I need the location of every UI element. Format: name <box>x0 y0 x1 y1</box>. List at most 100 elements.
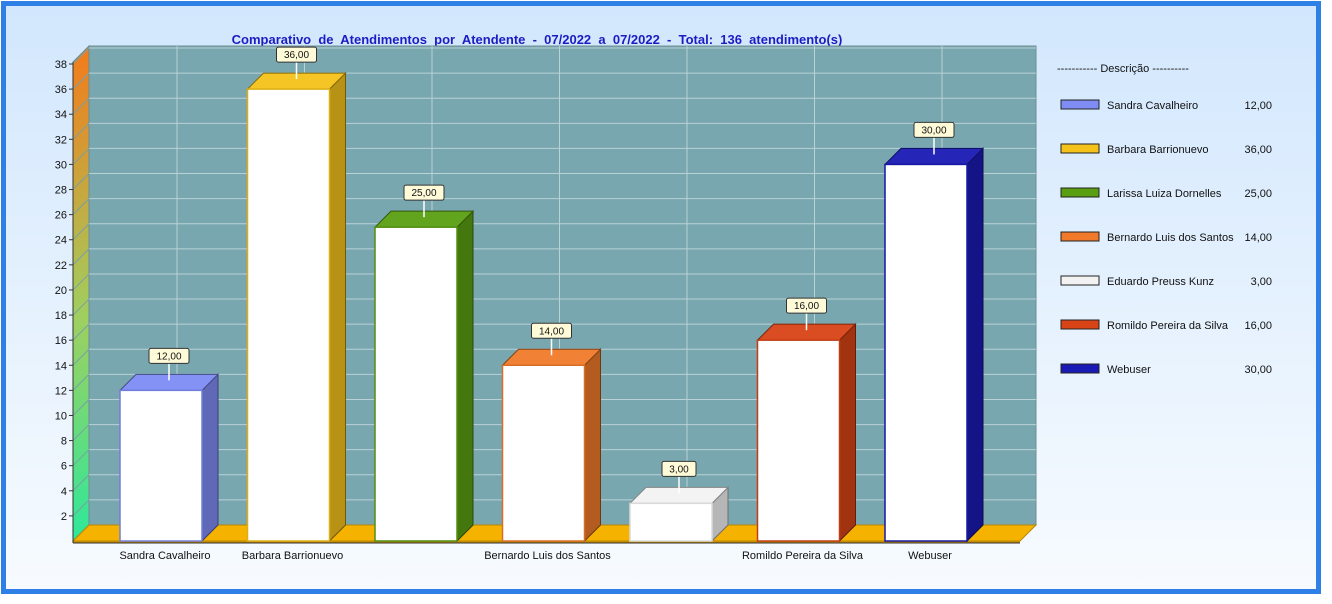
y-tick-label: 2 <box>61 511 67 523</box>
legend-label: Romildo Pereira da Silva <box>1107 320 1229 332</box>
y-tick-label: 12 <box>55 385 67 397</box>
legend-value: 25,00 <box>1244 188 1272 200</box>
legend-value: 12,00 <box>1244 100 1272 112</box>
gridline-side <box>72 449 90 467</box>
gridline-side <box>72 47 90 65</box>
x-tick-label: Webuser <box>908 550 952 562</box>
gridline-side <box>72 374 90 391</box>
data-label-box <box>661 460 697 477</box>
gridline-side <box>72 248 90 266</box>
bar-romildo-pereira-da-silva: 16,00 <box>756 297 857 543</box>
y-tick-label: 32 <box>55 134 67 146</box>
gridline-side <box>72 474 90 492</box>
bar-eduardo-preuss-kunz: 3,00 <box>628 460 730 543</box>
x-tick-label: Romildo Pereira da Silva <box>742 550 864 562</box>
legend-value: 16,00 <box>1244 320 1272 332</box>
y-tick-label: 20 <box>55 285 67 297</box>
x-tick-label: Sandra Cavalheiro <box>119 550 210 562</box>
y-tick-label: 22 <box>55 260 67 272</box>
data-label: 25,00 <box>411 188 436 199</box>
gridline-side <box>72 323 90 341</box>
bar-side <box>329 71 346 543</box>
floor-front-edge <box>73 541 1020 543</box>
y-tick-label: 10 <box>55 410 67 422</box>
bar-front <box>119 389 203 542</box>
plot-left-wall <box>72 44 90 543</box>
bar-bernardo-luis-dos-santos: 14,00 <box>501 322 602 543</box>
y-tick-label: 24 <box>55 235 67 247</box>
y-tick-label: 18 <box>55 310 67 322</box>
legend-value: 3,00 <box>1251 276 1272 288</box>
legend-value: 14,00 <box>1244 232 1272 244</box>
y-tick-label: 30 <box>55 159 67 171</box>
bar-front <box>756 339 841 542</box>
gridline-side <box>72 72 90 90</box>
y-tick-label: 16 <box>55 335 67 347</box>
data-label: 12,00 <box>156 351 181 362</box>
data-label: 36,00 <box>284 50 309 61</box>
legend-label: Eduardo Preuss Kunz <box>1107 276 1214 288</box>
legend-label: Barbara Barrionuevo <box>1107 144 1209 156</box>
legend-swatch <box>1060 187 1100 198</box>
bar-front <box>374 226 458 542</box>
legend-swatch <box>1060 231 1100 242</box>
y-tick-label: 38 <box>55 59 67 71</box>
data-label-box <box>276 46 317 63</box>
x-tick-label: Barbara Barrionuevo <box>242 550 344 562</box>
gridline-side <box>72 198 90 215</box>
bar-larissa-luiza-dornelles: 25,00 <box>373 184 475 543</box>
legend-header: ----------- Descrição ---------- <box>1057 63 1189 75</box>
chart-frame: Comparativo de Atendimentos por Atendent… <box>1 1 1321 594</box>
gridline-side <box>72 298 90 316</box>
bar-front <box>884 163 968 542</box>
bar-side <box>839 322 856 543</box>
legend-label: Larissa Luiza Dornelles <box>1107 188 1222 200</box>
gridline-side <box>72 223 90 241</box>
y-tick-label: 34 <box>55 109 67 121</box>
bar-front <box>501 364 586 542</box>
y-tick-label: 36 <box>55 84 67 96</box>
bar-side <box>584 348 601 543</box>
legend-value: 36,00 <box>1244 144 1272 156</box>
bar-front <box>629 502 713 542</box>
bar-sandra-cavalheiro: 12,00 <box>118 347 220 543</box>
bar-side <box>201 373 219 543</box>
y-tick-label: 6 <box>61 461 67 473</box>
y-tick-label: 26 <box>55 210 67 222</box>
bar-webuser: 30,00 <box>883 121 985 543</box>
legend-label: Bernardo Luis dos Santos <box>1107 232 1234 244</box>
gridline-side <box>72 424 90 441</box>
gridline-side <box>72 348 90 366</box>
gridline-side <box>72 173 90 190</box>
bar-front <box>246 88 331 542</box>
data-label: 14,00 <box>539 326 564 337</box>
legend-swatch <box>1060 99 1100 110</box>
gridline-side <box>72 499 90 517</box>
y-tick-label: 4 <box>61 486 67 498</box>
data-label-box <box>786 297 827 314</box>
bar-side <box>456 209 474 543</box>
data-label-box <box>403 184 445 201</box>
legend-label: Webuser <box>1107 364 1151 376</box>
legend-swatch <box>1060 319 1100 330</box>
data-label: 30,00 <box>921 125 946 136</box>
data-label-box <box>913 121 955 138</box>
gridline-side <box>72 399 90 416</box>
legend-swatch <box>1060 143 1100 154</box>
gridline-side <box>72 97 90 115</box>
gridline-side <box>72 122 90 140</box>
gridline-side <box>72 148 90 165</box>
data-label: 3,00 <box>669 464 689 475</box>
gridline-side <box>72 273 90 291</box>
bar-barbara-barrionuevo: 36,00 <box>246 46 347 543</box>
bar-side <box>966 147 984 543</box>
data-label-box <box>531 322 572 339</box>
bar-chart: Comparativo de Atendimentos por Atendent… <box>55 32 1272 562</box>
chart-title: Comparativo de Atendimentos por Atendent… <box>232 32 843 47</box>
x-tick-label: Bernardo Luis dos Santos <box>484 550 611 562</box>
y-tick-label: 14 <box>55 360 67 372</box>
data-label: 16,00 <box>794 301 819 312</box>
y-tick-label: 8 <box>61 436 67 448</box>
legend-value: 30,00 <box>1244 364 1272 376</box>
y-tick-label: 28 <box>55 185 67 197</box>
